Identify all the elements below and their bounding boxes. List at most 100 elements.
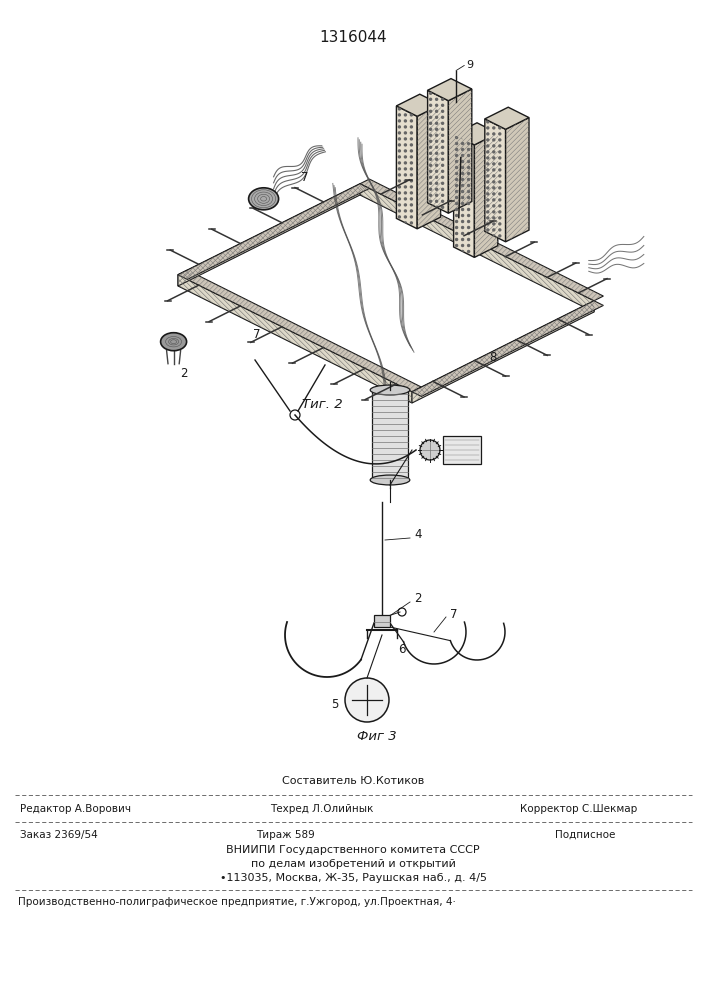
- Circle shape: [399, 162, 400, 164]
- Circle shape: [487, 235, 489, 237]
- Circle shape: [499, 193, 501, 195]
- Circle shape: [404, 216, 407, 218]
- Text: Составитель Ю.Котиков: Составитель Ю.Котиков: [282, 776, 424, 786]
- Circle shape: [499, 163, 501, 165]
- Circle shape: [404, 108, 407, 110]
- Circle shape: [404, 168, 407, 170]
- Circle shape: [436, 158, 438, 160]
- Polygon shape: [360, 179, 603, 301]
- Bar: [443, 436, 481, 464]
- Circle shape: [499, 133, 501, 135]
- Circle shape: [493, 157, 495, 159]
- Circle shape: [467, 202, 469, 205]
- Ellipse shape: [160, 333, 187, 351]
- Polygon shape: [397, 94, 440, 116]
- Circle shape: [493, 139, 495, 141]
- Circle shape: [436, 188, 438, 190]
- Circle shape: [404, 192, 407, 194]
- Polygon shape: [178, 184, 360, 286]
- Text: Тираж 589: Тираж 589: [256, 830, 315, 840]
- Circle shape: [499, 205, 501, 207]
- Polygon shape: [360, 184, 594, 312]
- Circle shape: [455, 160, 457, 162]
- Circle shape: [442, 194, 443, 196]
- Circle shape: [399, 138, 400, 140]
- Circle shape: [442, 188, 443, 190]
- Circle shape: [442, 158, 443, 160]
- Text: 1: 1: [377, 617, 383, 627]
- Circle shape: [430, 158, 431, 160]
- Polygon shape: [485, 107, 529, 129]
- Circle shape: [499, 175, 501, 177]
- Circle shape: [436, 176, 438, 178]
- Circle shape: [399, 222, 400, 224]
- Circle shape: [499, 217, 501, 219]
- Circle shape: [404, 126, 407, 128]
- Circle shape: [487, 133, 489, 135]
- Circle shape: [430, 146, 431, 148]
- Circle shape: [399, 168, 400, 170]
- Circle shape: [410, 150, 412, 152]
- Circle shape: [436, 182, 438, 184]
- Circle shape: [399, 180, 400, 182]
- Circle shape: [404, 162, 407, 164]
- Circle shape: [399, 156, 400, 158]
- Circle shape: [399, 126, 400, 128]
- Circle shape: [430, 182, 431, 184]
- Circle shape: [399, 114, 400, 116]
- Circle shape: [410, 210, 412, 212]
- Circle shape: [404, 114, 407, 116]
- Circle shape: [442, 200, 443, 202]
- Circle shape: [499, 145, 501, 147]
- Circle shape: [442, 116, 443, 118]
- Circle shape: [442, 164, 443, 166]
- Circle shape: [442, 206, 443, 208]
- Circle shape: [455, 166, 457, 168]
- Text: Подписное: Подписное: [555, 830, 615, 840]
- Polygon shape: [178, 275, 412, 403]
- Circle shape: [399, 120, 400, 122]
- Circle shape: [499, 223, 501, 225]
- Circle shape: [436, 152, 438, 154]
- Circle shape: [487, 169, 489, 171]
- Circle shape: [399, 174, 400, 176]
- Circle shape: [399, 150, 400, 152]
- Circle shape: [467, 160, 469, 162]
- Circle shape: [493, 133, 495, 135]
- Circle shape: [462, 172, 464, 174]
- Text: 7: 7: [252, 328, 260, 341]
- Circle shape: [442, 182, 443, 184]
- Circle shape: [467, 172, 469, 174]
- Circle shape: [404, 132, 407, 134]
- Circle shape: [430, 92, 431, 94]
- Polygon shape: [485, 119, 506, 242]
- Circle shape: [404, 138, 407, 140]
- Circle shape: [436, 134, 438, 136]
- Circle shape: [410, 174, 412, 176]
- Circle shape: [455, 221, 457, 223]
- Polygon shape: [428, 79, 472, 101]
- Circle shape: [404, 150, 407, 152]
- Circle shape: [430, 176, 431, 178]
- Circle shape: [410, 192, 412, 194]
- Circle shape: [436, 194, 438, 196]
- Circle shape: [493, 199, 495, 201]
- Circle shape: [455, 136, 457, 138]
- Circle shape: [462, 160, 464, 162]
- Circle shape: [455, 142, 457, 144]
- Ellipse shape: [370, 385, 410, 395]
- Circle shape: [467, 244, 469, 246]
- Circle shape: [442, 104, 443, 106]
- Circle shape: [436, 146, 438, 148]
- Circle shape: [430, 104, 431, 106]
- Text: 7: 7: [450, 607, 457, 620]
- Circle shape: [493, 151, 495, 153]
- Circle shape: [499, 187, 501, 189]
- Circle shape: [487, 121, 489, 123]
- Text: Фиг 3: Фиг 3: [357, 730, 397, 743]
- Text: ВНИИПИ Государственного комитета СССР: ВНИИПИ Государственного комитета СССР: [226, 845, 480, 855]
- Text: 2: 2: [180, 367, 187, 380]
- Circle shape: [430, 110, 431, 112]
- Circle shape: [499, 235, 501, 237]
- Polygon shape: [448, 89, 472, 213]
